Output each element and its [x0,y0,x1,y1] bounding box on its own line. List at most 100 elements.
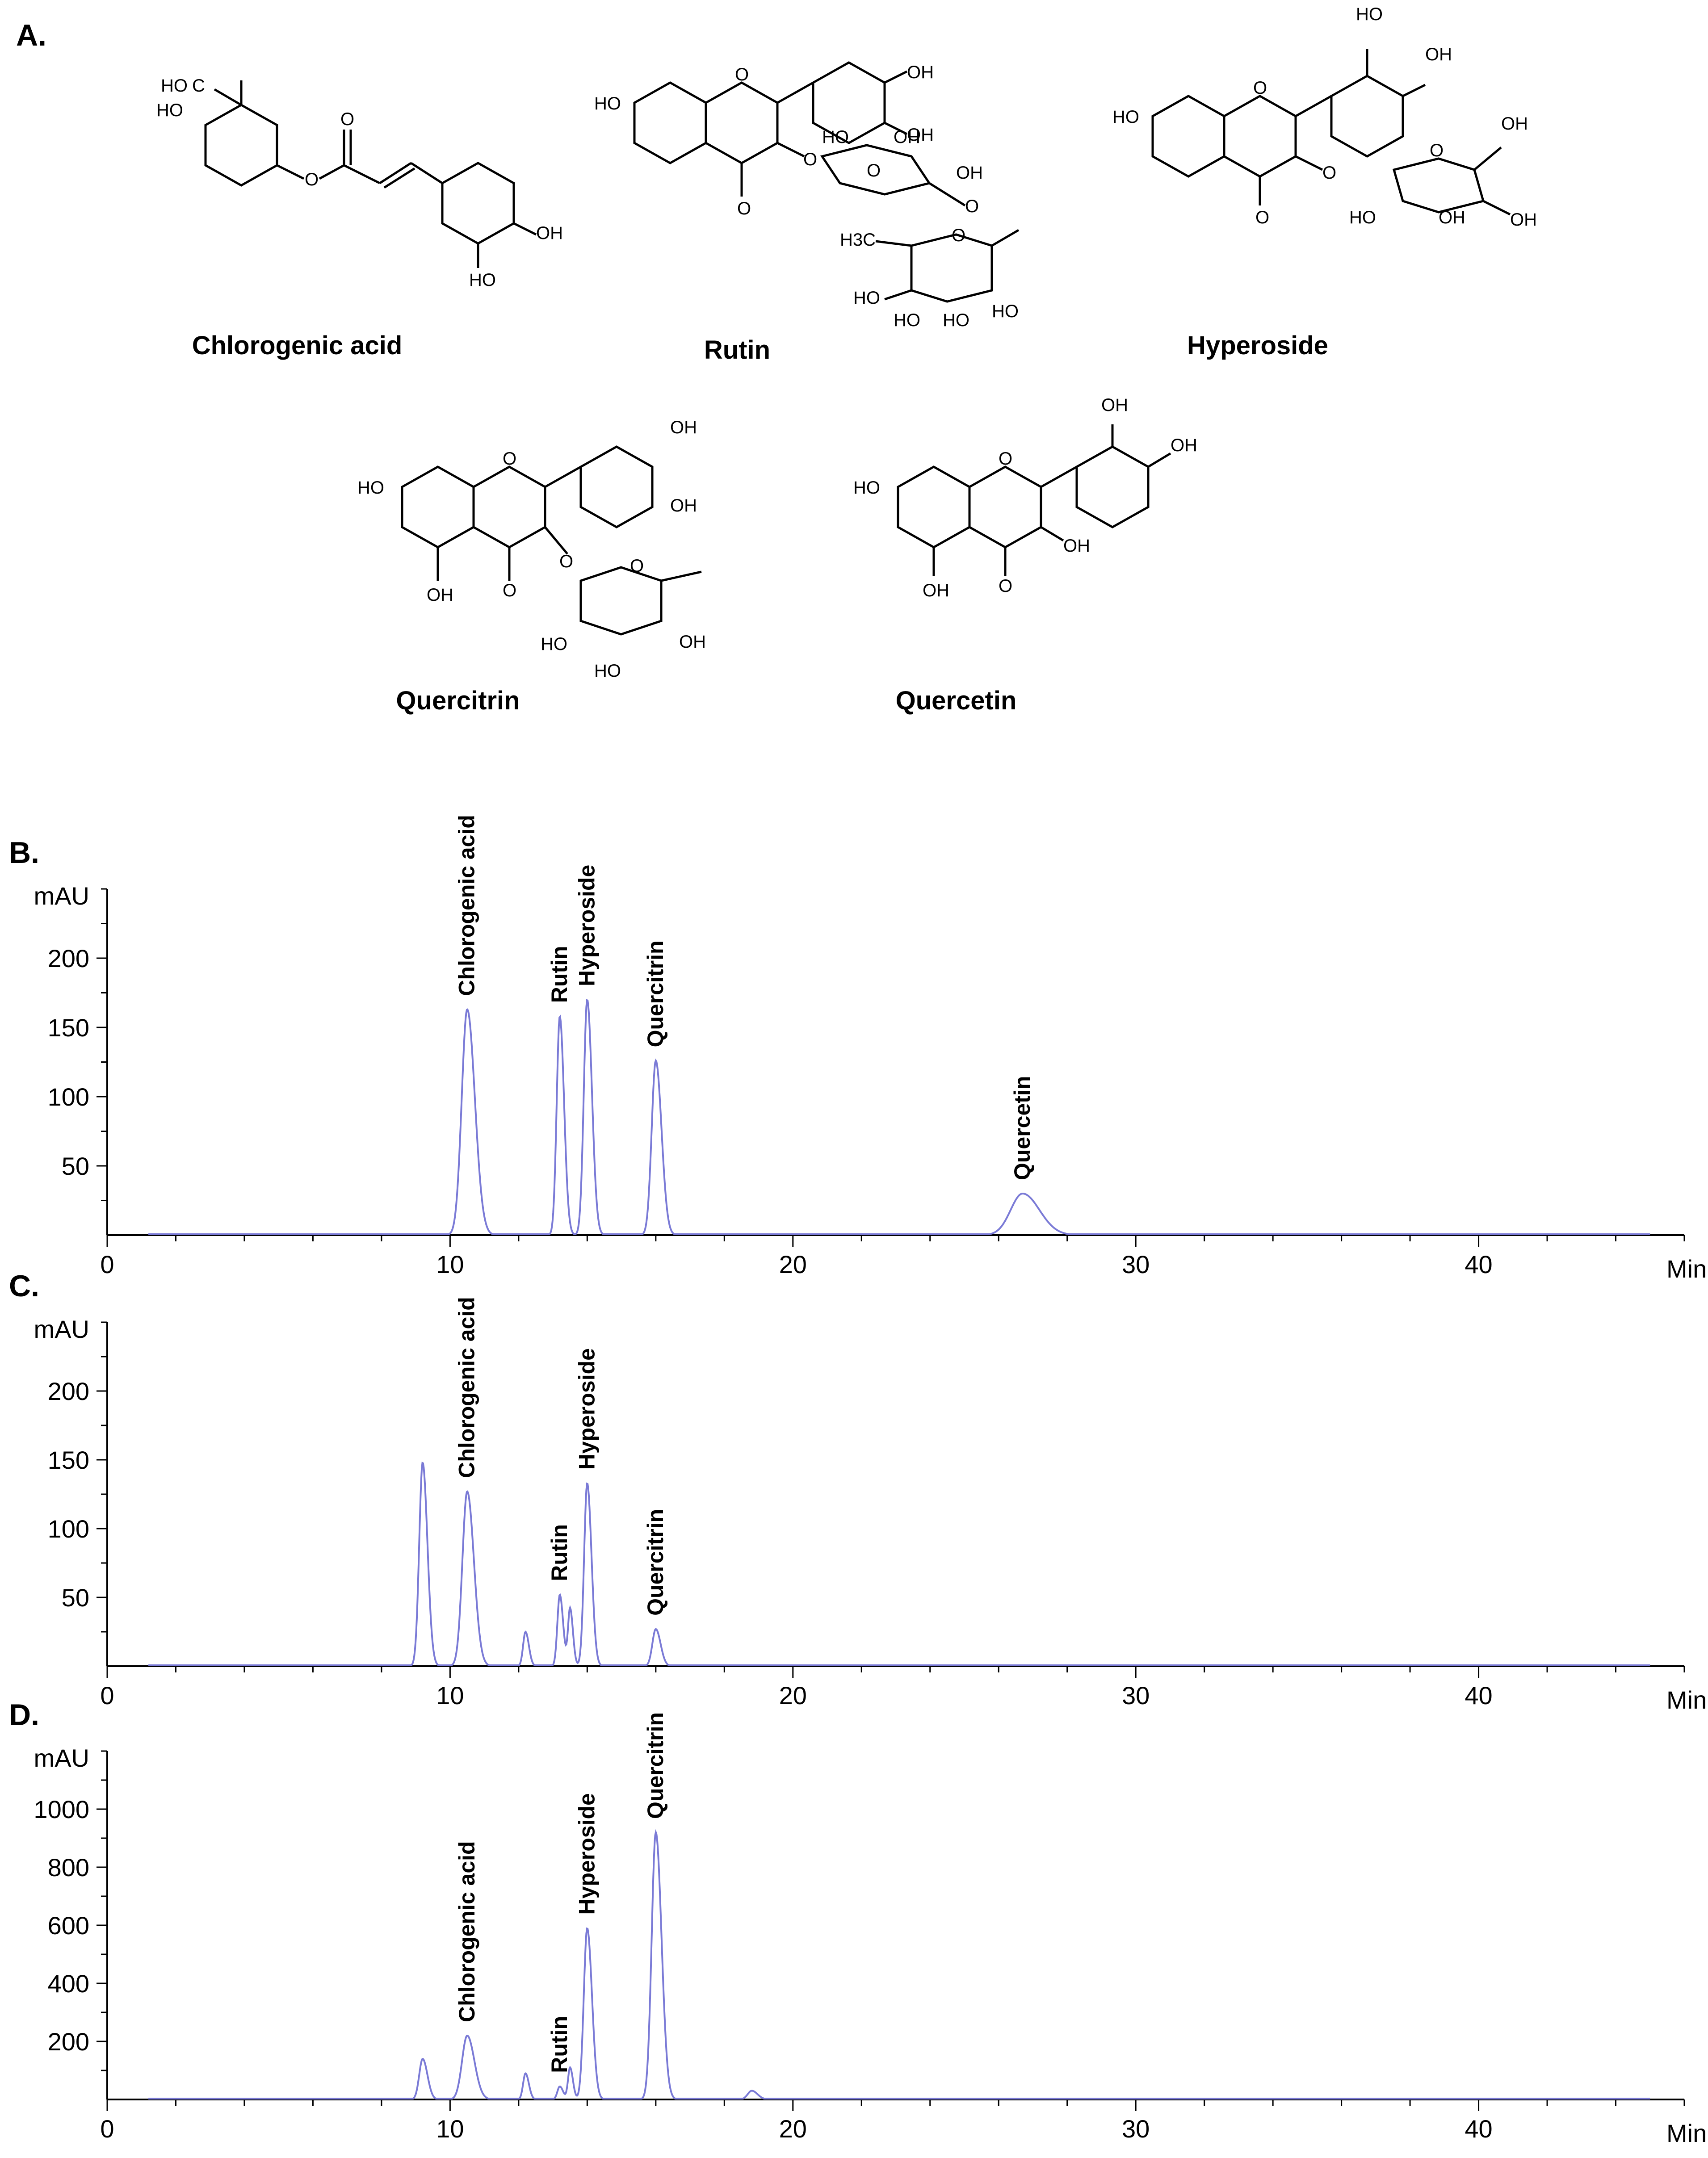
y-tick-label: 50 [62,1584,89,1612]
y-tick-label: 150 [48,1014,89,1042]
x-tick-label: 20 [779,1250,807,1278]
atom-label: OH [536,223,563,243]
quercetin-structure: OH OH HO O OH OH O [849,393,1251,643]
x-tick-label: 10 [436,2115,464,2143]
atom-label: HO [1356,4,1383,24]
atom-label: O [503,449,516,469]
x-tick-label: 30 [1122,1250,1150,1278]
atom-label: HO [822,127,849,147]
chromatogram-trace [148,999,1650,1235]
peak-label: Quercitrin [643,1712,668,1819]
atom-label: OH [1510,210,1537,230]
atom-label: HO [1349,208,1376,227]
atom-label: O [503,581,516,600]
atom-label: HO [541,634,567,654]
x-axis-unit: Min [1666,2119,1707,2147]
rutin-structure: HO O OH OH O O HO OH O OH O H3C O HO HO … [590,31,1090,344]
atom-label: OH [1063,536,1090,556]
y-tick-label: 100 [48,1083,89,1111]
x-tick-label: 0 [100,2115,114,2143]
quercetin-name: Quercetin [895,686,1017,715]
y-tick-label: 800 [48,1853,89,1881]
atom-label: HO [853,288,880,308]
atom-label: OH [907,63,934,82]
x-axis-unit: Min [1666,1686,1707,1714]
atom-label: O [735,65,749,84]
atom-label: OH [1439,208,1465,227]
atom-label: OH [427,585,453,605]
atom-label: O [867,161,881,180]
peak-label: Hyperoside [574,865,599,986]
chromatogram-trace [148,1829,1650,2099]
peak-label: Rutin [547,2016,572,2073]
peak-label: Chlorogenic acid [454,1841,479,2022]
y-tick-label: 200 [48,944,89,972]
atom-label: OH [670,496,697,515]
atom-label: OH [1425,45,1452,64]
atom-label: O [952,226,965,245]
panel-label-c: C. [9,1269,39,1303]
peak-label: Quercetin [1010,1076,1035,1180]
atom-label: O [559,552,573,571]
chromatogram-trace [148,1462,1650,1666]
x-tick-label: 30 [1122,2115,1150,2143]
atom-label: OH [1101,395,1128,415]
y-tick-label: 200 [48,2028,89,2056]
y-axis-unit: mAU [34,1315,89,1343]
peak-label: Rutin [547,1524,572,1581]
x-tick-label: 40 [1465,1250,1492,1278]
quercitrin-name: Quercitrin [396,686,520,715]
peak-label: Quercitrin [643,940,668,1047]
x-tick-label: 0 [100,1250,114,1278]
atom-label: HO [943,310,969,330]
atom-label: O [999,576,1012,596]
x-tick-label: 40 [1465,1681,1492,1710]
atom-label: C [192,76,205,96]
peak-label: Quercitrin [643,1509,668,1616]
atom-label: OH [956,163,983,183]
atom-label: HO [161,76,188,96]
y-axis-unit: mAU [34,1744,89,1772]
x-tick-label: 10 [436,1681,464,1710]
atom-label: HO [156,101,183,120]
atom-label: O [737,199,751,218]
peak-label: Hyperoside [574,1348,599,1470]
chlorogenic-acid-structure: HO HO C O O OH HO [147,49,563,299]
peak-label: Hyperoside [574,1793,599,1915]
x-tick-label: 10 [436,1250,464,1278]
y-tick-label: 100 [48,1515,89,1543]
atom-label: O [340,109,354,129]
atom-label: O [305,170,319,189]
panel-label-d: D. [9,1698,39,1732]
atom-label: O [1322,163,1336,183]
y-tick-label: 50 [62,1152,89,1180]
atom-label: O [1255,208,1269,227]
peak-label: Chlorogenic acid [454,1297,479,1478]
atom-label: OH [894,127,920,147]
atom-label: OH [923,581,949,600]
y-tick-label: 150 [48,1446,89,1474]
x-tick-label: 0 [100,1681,114,1710]
atom-label: HO [992,302,1019,321]
y-tick-label: 1000 [34,1795,89,1823]
atom-label: O [999,449,1012,469]
atom-label: OH [1171,436,1197,455]
y-axis-unit: mAU [34,882,89,910]
quercitrin-structure: OH HO O OH OH O O O HO OH HO [353,406,755,715]
atom-label: OH [907,125,934,145]
atom-label: HO [594,661,621,681]
x-axis-unit: Min [1666,1255,1707,1283]
y-tick-label: 200 [48,1377,89,1405]
atom-label: OH [1501,114,1528,134]
atom-label: O [630,556,644,576]
atom-label: O [965,197,979,216]
panel-label-b: B. [9,836,39,870]
y-tick-label: 600 [48,1911,89,1940]
atom-label: HO [853,478,880,498]
atom-label: HO [894,310,920,330]
x-tick-label: 20 [779,2115,807,2143]
rutin-name: Rutin [704,335,771,365]
atom-label: H3C [840,230,876,250]
